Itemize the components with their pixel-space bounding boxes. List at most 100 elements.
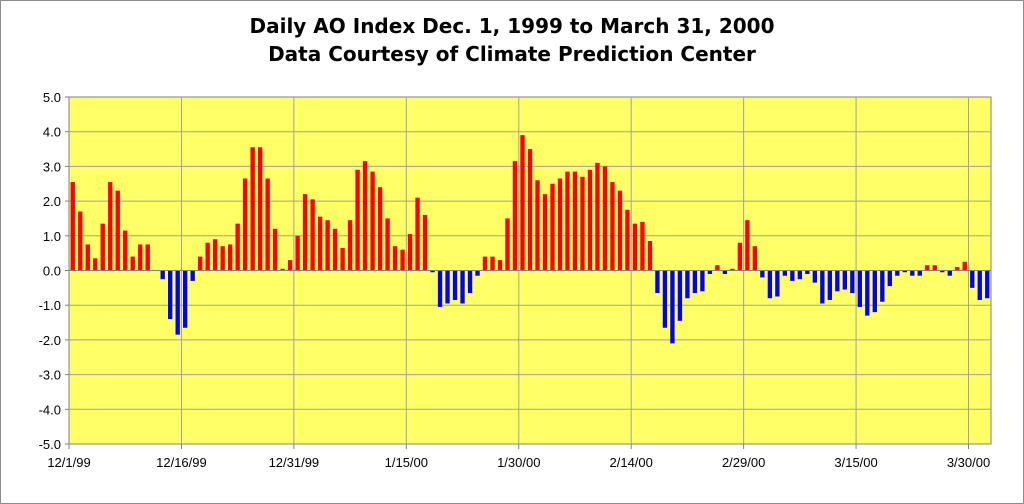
bar [415, 197, 420, 271]
bar [940, 270, 945, 273]
y-tick-label: -4.0 [39, 402, 61, 417]
bar [827, 270, 833, 300]
bar [617, 190, 623, 271]
bar [505, 218, 510, 271]
chart-title-line-1: Daily AO Index Dec. 1, 1999 to March 31,… [249, 14, 775, 38]
bar [805, 270, 810, 274]
bar [640, 221, 645, 271]
y-tick-label: 0.0 [43, 264, 61, 279]
y-tick-label: -2.0 [39, 333, 61, 348]
bar [655, 270, 660, 294]
y-tick-label: 5.0 [43, 90, 61, 105]
bar [895, 270, 900, 276]
bar [865, 270, 870, 316]
bar [535, 180, 540, 271]
bar [925, 265, 930, 271]
bar [490, 256, 495, 271]
bar [437, 270, 443, 307]
bar [362, 161, 368, 271]
bar [482, 256, 488, 271]
y-tick-label: -3.0 [39, 368, 61, 383]
x-tick-label: 2/14/00 [610, 455, 653, 470]
bar [355, 169, 360, 271]
bar [145, 244, 150, 271]
bar [662, 270, 668, 328]
bar [310, 199, 315, 271]
bar [520, 135, 525, 271]
bar [977, 270, 982, 300]
bar [542, 194, 548, 271]
bar [287, 260, 293, 271]
x-axis-ticks: 12/1/99 12/16/99 12/31/99 1/15/00 1/30/00 2/1… [47, 444, 990, 470]
bar [602, 166, 608, 271]
bar [670, 270, 675, 344]
bar [722, 270, 728, 274]
bar [775, 270, 780, 297]
bar [377, 187, 383, 271]
y-tick-label: -1.0 [39, 298, 61, 313]
bar [932, 265, 937, 271]
bar [160, 270, 165, 280]
bar [632, 223, 638, 271]
bar [445, 270, 450, 304]
bar [430, 270, 435, 273]
y-tick-label: 1.0 [43, 229, 61, 244]
bar [692, 270, 698, 294]
bar [902, 270, 907, 273]
bar [93, 258, 98, 271]
bar [242, 178, 248, 271]
bar [782, 270, 788, 276]
x-tick-label: 3/30/00 [947, 455, 990, 470]
bar [715, 265, 720, 271]
bar [587, 169, 593, 271]
bar [842, 270, 848, 290]
bar-series [70, 135, 990, 344]
bar [820, 270, 825, 304]
bar [685, 270, 690, 299]
chart-title: Daily AO Index Dec. 1, 1999 to March 31,… [0, 12, 1024, 68]
bar [347, 220, 353, 271]
bar [317, 216, 323, 271]
bar [970, 270, 975, 288]
bar [227, 244, 233, 271]
bar [767, 270, 773, 299]
bar [183, 270, 188, 328]
bar [730, 268, 735, 271]
bar [295, 235, 300, 271]
bar [332, 228, 338, 271]
bar [565, 171, 570, 271]
bar [85, 244, 90, 271]
bar [460, 270, 465, 304]
bar [880, 270, 885, 302]
bar [857, 270, 862, 307]
bar [302, 194, 308, 271]
bar [700, 270, 705, 292]
bar [475, 270, 480, 276]
y-tick-label: 3.0 [43, 159, 61, 174]
bar [497, 260, 503, 271]
bar [947, 270, 952, 276]
x-tick-label: 2/29/00 [722, 455, 765, 470]
bar [625, 209, 630, 271]
bar [108, 182, 113, 271]
bar [115, 190, 120, 271]
y-tick-label: 4.0 [43, 125, 61, 140]
bar [610, 182, 615, 271]
bar [257, 147, 263, 271]
bar [175, 270, 180, 335]
x-tick-label: 1/15/00 [385, 455, 428, 470]
bar [527, 149, 533, 271]
bar [835, 270, 840, 292]
bar [130, 256, 135, 271]
bar [467, 270, 473, 294]
bar [370, 171, 375, 271]
bar [138, 244, 143, 271]
bar [452, 270, 458, 300]
bar [910, 270, 915, 276]
x-tick-label: 1/30/00 [497, 455, 540, 470]
bar [325, 220, 330, 271]
bar [707, 270, 713, 274]
chart-title-line-2: Data Courtesy of Climate Prediction Cent… [268, 42, 756, 66]
bar [850, 270, 855, 294]
